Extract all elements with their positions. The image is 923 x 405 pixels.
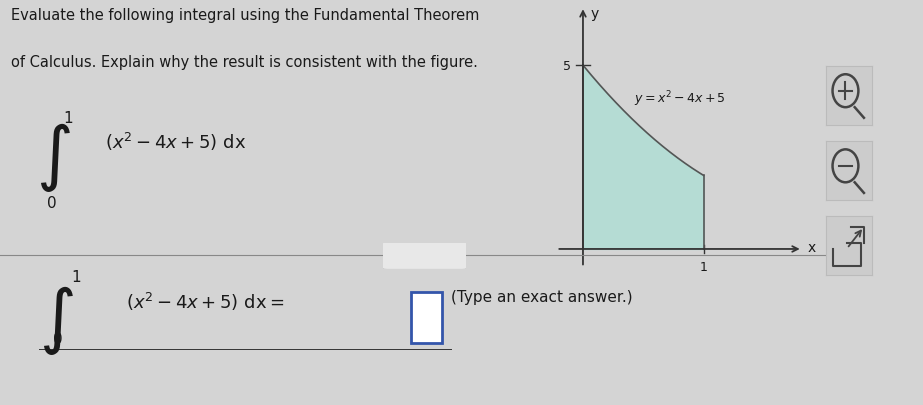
Text: $(x^2-4x+5)\ \mathrm{dx} =$: $(x^2-4x+5)\ \mathrm{dx} =$ [126, 290, 284, 312]
Text: $y=x^2-4x+5$: $y=x^2-4x+5$ [634, 89, 725, 109]
Text: Evaluate the following integral using the Fundamental Theorem: Evaluate the following integral using th… [11, 8, 479, 23]
Text: ...: ... [417, 249, 432, 262]
FancyBboxPatch shape [380, 242, 469, 270]
Text: (Type an exact answer.): (Type an exact answer.) [450, 290, 632, 305]
Text: y: y [590, 7, 598, 21]
Text: 0: 0 [47, 196, 56, 211]
Text: $\int$: $\int$ [36, 121, 71, 193]
Text: x: x [808, 241, 816, 254]
Text: of Calculus. Explain why the result is consistent with the figure.: of Calculus. Explain why the result is c… [11, 55, 478, 70]
Text: $\int$: $\int$ [39, 284, 74, 357]
Text: 1: 1 [700, 260, 708, 273]
Text: 1: 1 [71, 269, 81, 284]
Text: 0: 0 [53, 331, 63, 346]
FancyBboxPatch shape [411, 293, 442, 343]
Text: $(x^2-4x+5)\ \mathrm{dx}$: $(x^2-4x+5)\ \mathrm{dx}$ [105, 130, 246, 153]
Text: 5: 5 [563, 60, 571, 72]
Text: 1: 1 [64, 111, 73, 126]
